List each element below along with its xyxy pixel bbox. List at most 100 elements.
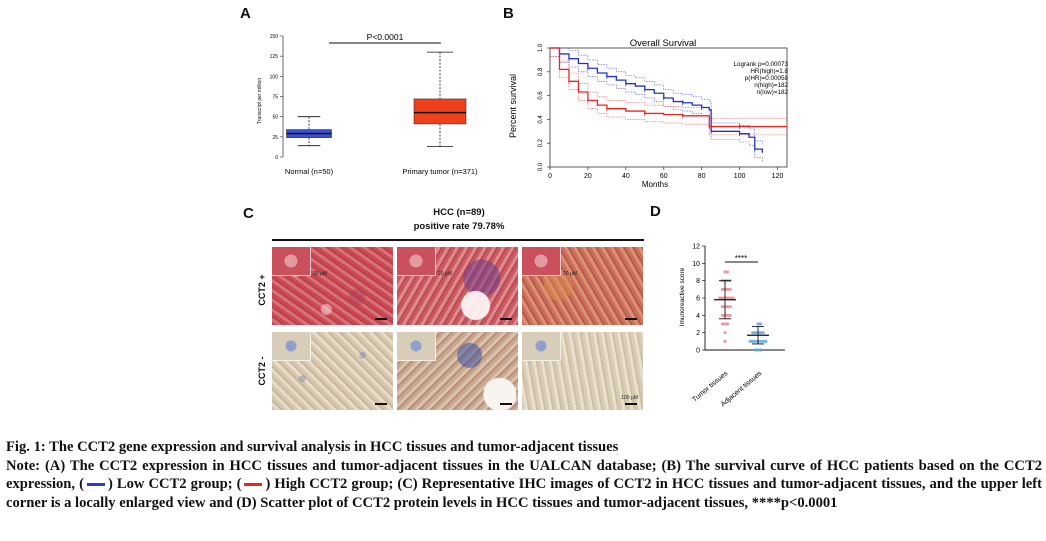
x-axis-label: Months — [642, 180, 668, 189]
survival-curve-chart: Overall Survival Percent survival Months… — [508, 38, 789, 189]
ci-band-low — [550, 56, 763, 162]
data-point — [759, 322, 763, 326]
significance-stars: **** — [735, 254, 747, 263]
stat-hr: HR(high)=1.8 — [750, 68, 788, 75]
y-tick-label: 4 — [696, 313, 700, 320]
data-point — [726, 313, 730, 317]
data-point — [726, 287, 730, 291]
ihc-inset — [272, 332, 311, 361]
legend-high-line-icon — [244, 483, 263, 487]
data-point — [731, 296, 735, 300]
ihc-subtitle: positive rate 79.78% — [413, 221, 505, 232]
data-point — [720, 296, 724, 300]
caption-title: Fig. 1: The CCT2 gene expression and sur… — [6, 439, 619, 455]
box-tumor — [413, 98, 467, 125]
ihc-inset — [397, 332, 436, 361]
data-point — [728, 313, 732, 317]
scale-bar — [375, 318, 387, 320]
ihc-divider — [272, 239, 644, 241]
y-tick-label: 0 — [275, 155, 278, 161]
ihc-title: HCC (n=89) — [433, 207, 485, 218]
data-point — [759, 331, 763, 335]
ci-band-high — [550, 56, 787, 136]
data-point — [726, 296, 730, 300]
ihc-inset — [522, 332, 561, 361]
survival-line-high — [550, 47, 787, 128]
data-point — [753, 339, 757, 343]
data-point — [728, 296, 732, 300]
data-point — [753, 331, 757, 335]
x-tick-label: 40 — [622, 173, 630, 180]
x-tick-label: 60 — [660, 173, 668, 180]
ihc-image-positive-2: 20 μM — [397, 247, 518, 325]
data-point — [720, 322, 724, 326]
stat-logrank: Logrank p=0.00073 — [734, 61, 789, 68]
stat-n-low: n(low)=182 — [757, 89, 789, 96]
expression-boxplot: 0 25 50 75 100 125 150 P<0.0001 Transcript per… — [257, 32, 478, 176]
ci-band-low — [550, 47, 763, 145]
x-tick-label: 120 — [772, 173, 784, 180]
stat-n-high: n(high)=182 — [754, 82, 788, 89]
plot-frame — [549, 47, 788, 168]
scale-bar — [500, 318, 512, 320]
ihc-image-positive-1: 20 μM — [272, 247, 393, 325]
x-tick-label: 100 — [734, 173, 746, 180]
y-tick-label: 8 — [696, 278, 700, 285]
y-tick-label: 0.4 — [538, 115, 544, 124]
y-axis-label: Percent survival — [508, 74, 518, 138]
main-scale-label: 100 μM — [621, 395, 638, 401]
data-point — [720, 305, 724, 309]
inset-scale-label: 20 μM — [563, 271, 577, 277]
data-point — [723, 339, 727, 343]
data-point — [759, 339, 763, 343]
y-axis-label: Transcript per million — [257, 78, 263, 124]
ihc-image-negative-3: 100 μM — [522, 332, 643, 410]
ihc-inset — [397, 247, 436, 276]
scale-bar — [625, 318, 637, 320]
caption-note-part2: ) High CCT2 group; (C) Representative IH… — [6, 476, 1042, 511]
data-point — [728, 287, 732, 291]
data-point — [751, 339, 755, 343]
panel-letter-a: A — [240, 5, 251, 22]
data-point — [728, 305, 732, 309]
caption-note: Note: (A) The CCT2 expression in HCC tis… — [6, 457, 1042, 513]
data-point — [726, 322, 730, 326]
y-tick-label: 50 — [272, 115, 278, 121]
data-point — [720, 287, 724, 291]
y-tick-label: 100 — [270, 74, 279, 80]
scale-bar — [375, 403, 387, 405]
x-tick-label: 20 — [584, 173, 592, 180]
panel-letter-d: D — [650, 203, 661, 220]
panel-letter-b: B — [503, 5, 514, 22]
row-label-negative: CCT2 - — [257, 356, 267, 386]
stat-p-hr: p(HR)=0.00058 — [745, 75, 789, 82]
y-tick-label: 75 — [272, 95, 278, 101]
y-tick-label: 0.6 — [538, 91, 544, 100]
inset-scale-label: 20 μM — [313, 271, 327, 277]
y-tick-label: 6 — [696, 296, 700, 303]
y-tick-label: 0.8 — [538, 67, 544, 76]
caption-note-low: ) Low CCT2 group; ( — [107, 476, 242, 493]
x-tick-label: 80 — [698, 173, 706, 180]
y-tick-label: 0 — [696, 348, 700, 355]
scale-bar — [625, 403, 637, 405]
inset-scale-label: 20 μM — [438, 271, 452, 277]
y-tick-label: 150 — [270, 34, 279, 40]
x-tick-label-tumor: Primary tumor (n=371) — [402, 167, 478, 176]
y-tick-label: 0.0 — [538, 162, 544, 171]
scale-bar — [500, 403, 512, 405]
ihc-image-negative-2 — [397, 332, 518, 410]
y-tick-label: 2 — [696, 330, 700, 337]
y-tick-label: 125 — [270, 54, 279, 60]
ihc-inset — [522, 247, 561, 276]
y-tick-label: 25 — [272, 135, 278, 141]
data-point — [761, 339, 765, 343]
data-point — [723, 270, 727, 274]
ci-band-high — [550, 47, 787, 119]
chart-title: Overall Survival — [630, 38, 697, 49]
data-point — [764, 339, 768, 343]
x-tick-label-normal: Normal (n=50) — [285, 167, 334, 176]
data-point — [759, 348, 763, 352]
y-tick-label: 12 — [692, 244, 700, 251]
